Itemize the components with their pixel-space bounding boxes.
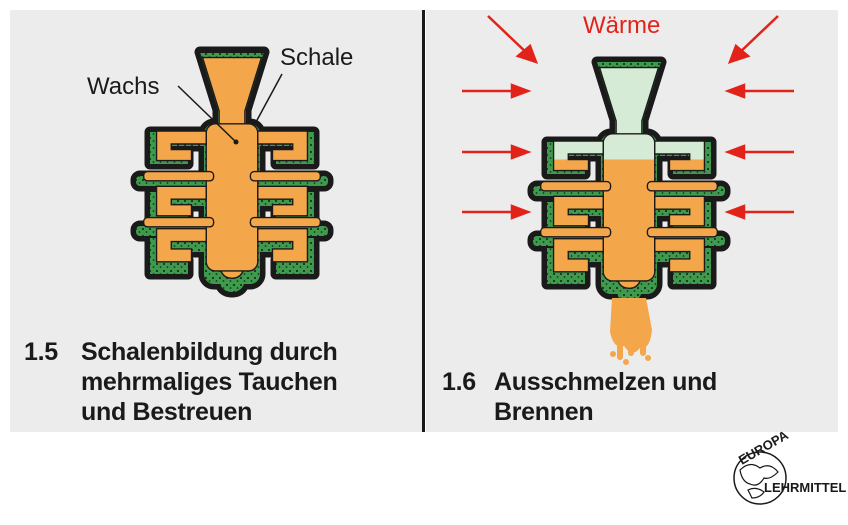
- wax-label: Wachs: [87, 73, 160, 100]
- wax-pointer-line: [177, 85, 237, 143]
- panel-divider: [422, 10, 425, 432]
- caption-left-line-1: Schalenbildung durch: [81, 338, 338, 366]
- caption-left-line-2: mehrmaliges Tauchen: [81, 368, 338, 396]
- caption-right-line-1: Ausschmelzen und: [494, 368, 718, 396]
- right-shell-model: [533, 62, 725, 302]
- caption-left: 1.5 Schalenbildung durch mehrmaliges Tau…: [24, 338, 414, 428]
- heat-label: Wärme: [583, 12, 661, 39]
- caption-right-number: 1.6: [442, 368, 476, 396]
- publisher-logo-globe: [733, 451, 787, 505]
- shell-label: Schale: [280, 44, 354, 71]
- dripping-wax: [610, 298, 652, 365]
- caption-right: 1.6 Ausschmelzen und Brennen: [442, 368, 832, 428]
- caption-right-line-2: Brennen: [494, 398, 594, 426]
- left-wax-model: [136, 48, 328, 292]
- caption-left-number: 1.5: [24, 338, 58, 366]
- caption-left-line-3: und Bestreuen: [81, 398, 253, 426]
- shell-pointer-line: [255, 73, 283, 123]
- logo-bottom-text: LEHRMITTEL: [764, 480, 847, 495]
- heat-arrows: [462, 15, 794, 220]
